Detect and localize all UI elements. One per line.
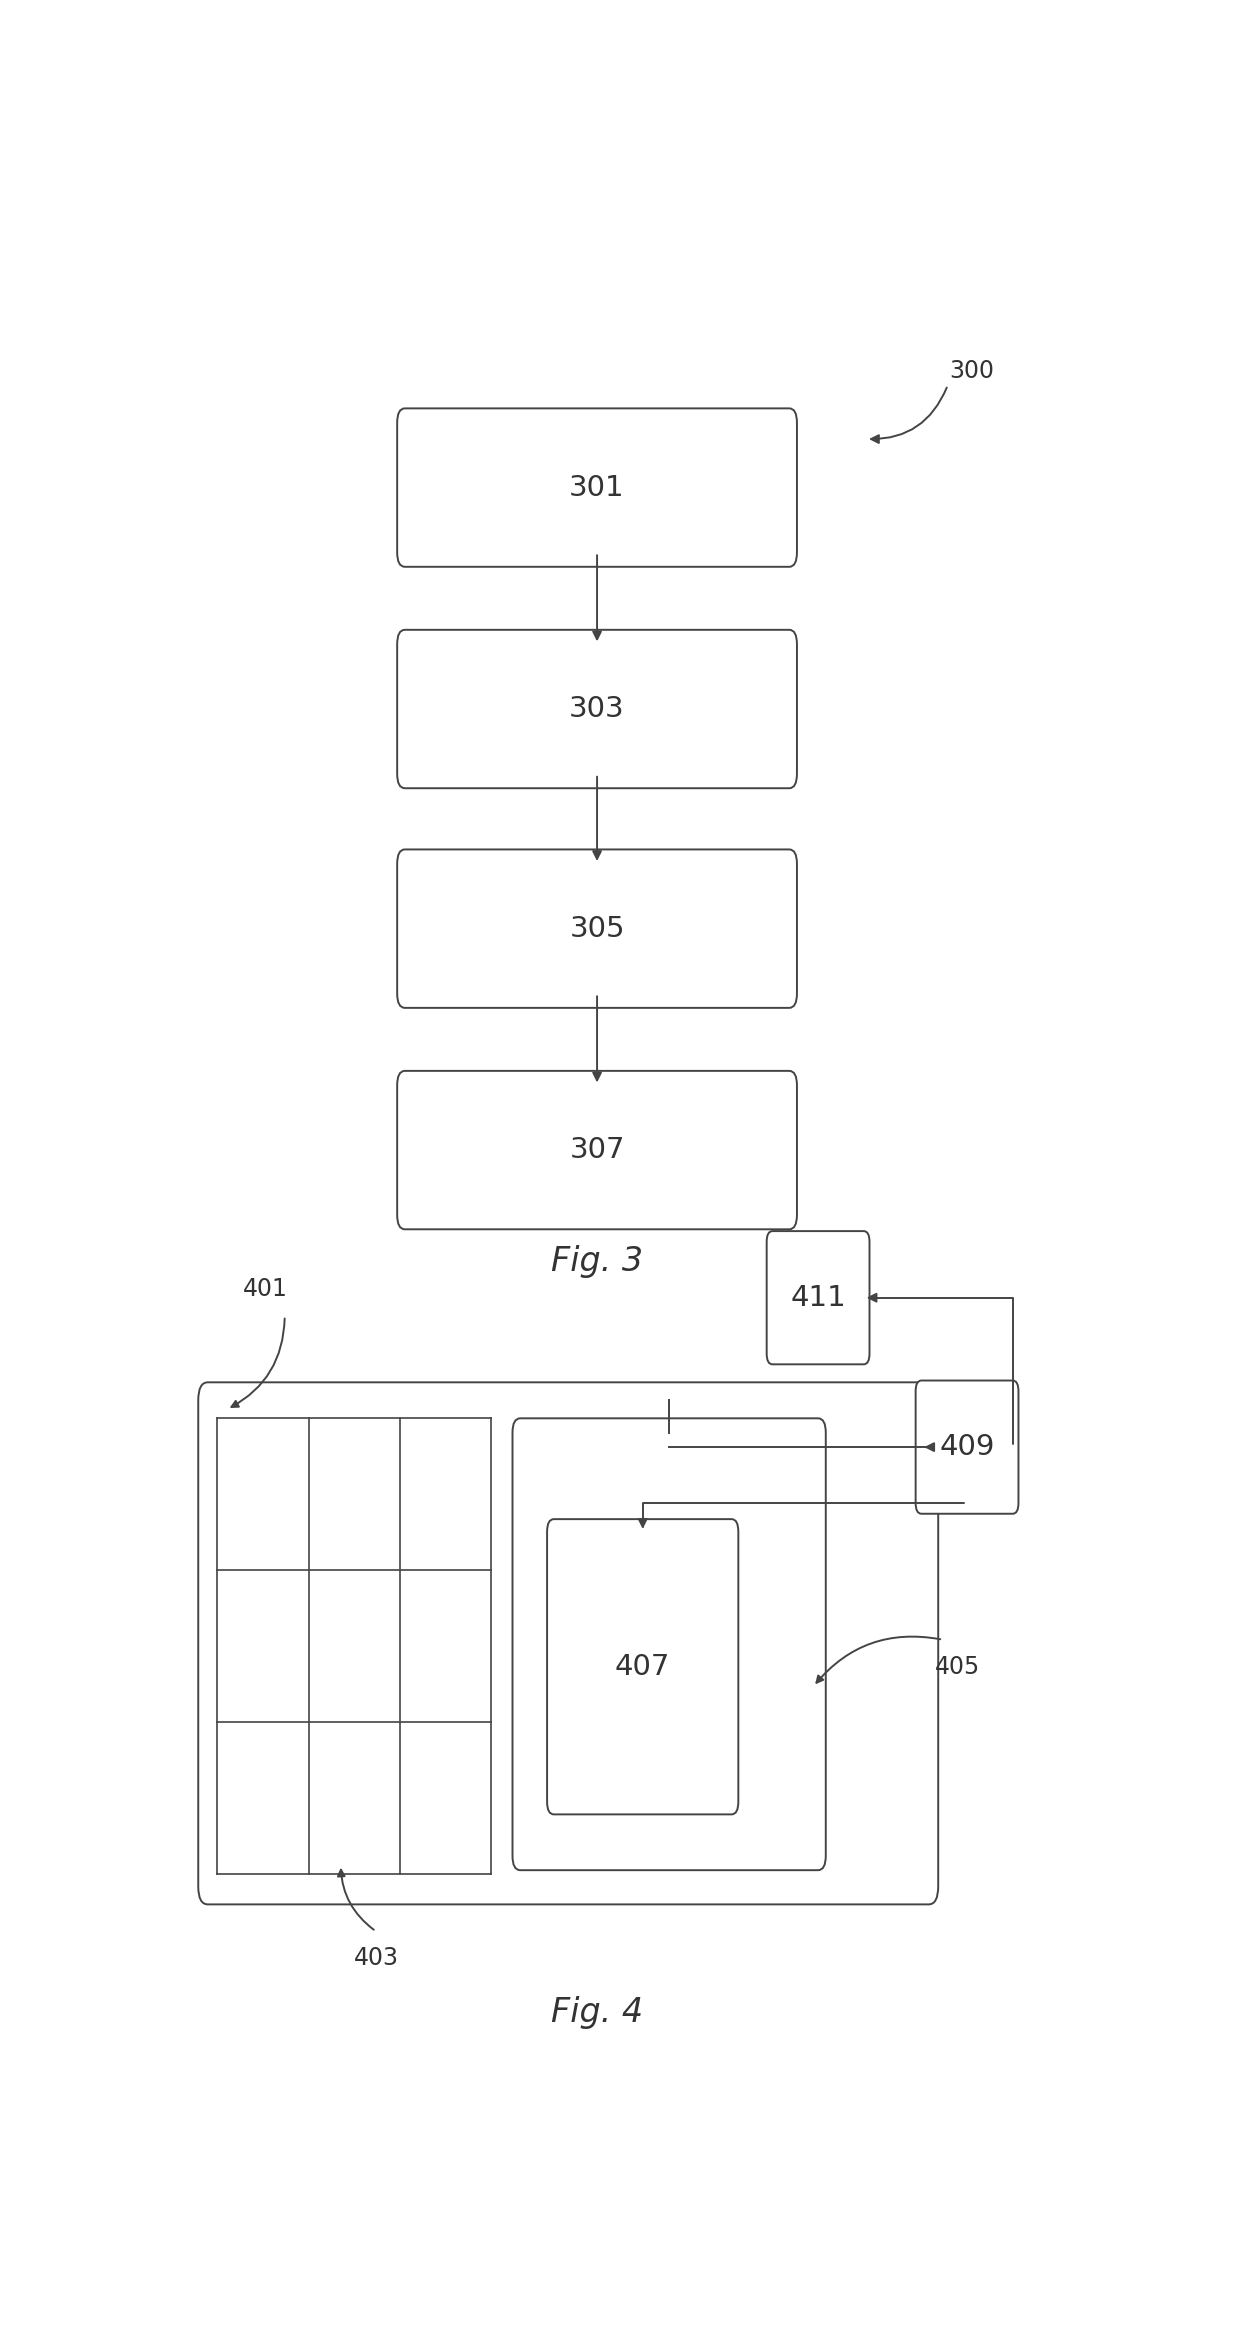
FancyBboxPatch shape: [915, 1379, 1018, 1513]
FancyBboxPatch shape: [397, 849, 797, 1008]
Text: 407: 407: [615, 1653, 671, 1681]
FancyBboxPatch shape: [512, 1419, 826, 1870]
Text: Fig. 3: Fig. 3: [551, 1246, 644, 1279]
Text: 405: 405: [935, 1655, 980, 1679]
Text: 307: 307: [569, 1136, 625, 1164]
Text: 401: 401: [243, 1277, 288, 1300]
Text: 403: 403: [353, 1948, 398, 1971]
Text: 305: 305: [569, 914, 625, 942]
Text: 301: 301: [569, 475, 625, 503]
FancyBboxPatch shape: [397, 409, 797, 566]
Text: Fig. 4: Fig. 4: [551, 1997, 644, 2029]
FancyBboxPatch shape: [766, 1232, 869, 1365]
Text: 409: 409: [940, 1433, 994, 1461]
FancyBboxPatch shape: [547, 1520, 738, 1814]
Text: 303: 303: [569, 694, 625, 722]
FancyBboxPatch shape: [397, 629, 797, 788]
Text: 300: 300: [950, 358, 994, 383]
Text: 411: 411: [790, 1284, 846, 1312]
FancyBboxPatch shape: [198, 1382, 939, 1905]
FancyBboxPatch shape: [397, 1071, 797, 1230]
